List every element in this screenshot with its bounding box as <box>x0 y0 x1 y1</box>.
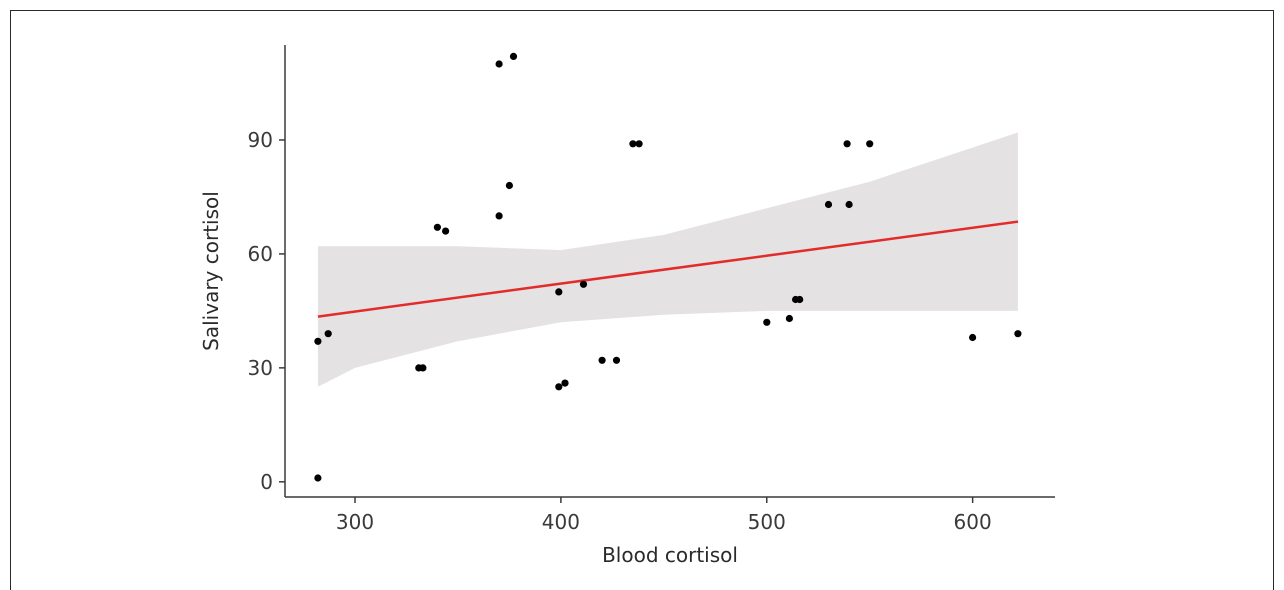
data-point <box>579 280 588 288</box>
data-point <box>969 333 977 342</box>
data-point <box>495 60 503 68</box>
data-point <box>635 140 643 148</box>
axes-layer <box>284 45 1055 498</box>
data-point <box>314 474 322 482</box>
data-point <box>433 223 441 231</box>
y-axis-title: Salivary cortisol <box>199 191 223 351</box>
data-point <box>555 288 563 296</box>
data-point <box>561 379 569 387</box>
x-tick-label: 600 <box>954 510 992 534</box>
x-tick-label: 300 <box>336 510 374 534</box>
data-point <box>598 356 606 364</box>
data-points-layer <box>314 52 1022 482</box>
x-axis-title: Blood cortisol <box>602 543 738 567</box>
y-tick-label: 90 <box>248 128 273 152</box>
data-point <box>419 364 427 372</box>
x-tick-label: 400 <box>542 510 580 534</box>
data-point <box>629 140 637 148</box>
y-tick-label: 60 <box>248 242 273 266</box>
data-point <box>845 200 853 209</box>
data-point <box>555 383 563 391</box>
ticks-layer: 300 400 500 600 0 30 60 90 <box>248 128 992 534</box>
data-point <box>843 140 851 148</box>
data-point <box>1014 330 1022 338</box>
data-point <box>495 212 503 220</box>
confidence-band-layer <box>317 132 1018 387</box>
y-tick-label: 0 <box>260 470 273 494</box>
data-point <box>505 181 513 190</box>
data-point <box>785 314 794 323</box>
data-point <box>796 295 804 304</box>
data-point <box>509 52 518 61</box>
regression-line-layer <box>317 220 1019 318</box>
data-point <box>314 337 322 345</box>
data-point <box>824 200 833 209</box>
data-point <box>612 356 621 364</box>
data-point <box>763 318 771 326</box>
data-point <box>866 140 874 148</box>
regression-line <box>317 220 1019 318</box>
data-point <box>442 227 450 235</box>
x-tick-label: 500 <box>748 510 786 534</box>
y-tick-label: 30 <box>248 356 273 380</box>
data-point <box>324 330 332 338</box>
confidence-band <box>317 132 1018 387</box>
